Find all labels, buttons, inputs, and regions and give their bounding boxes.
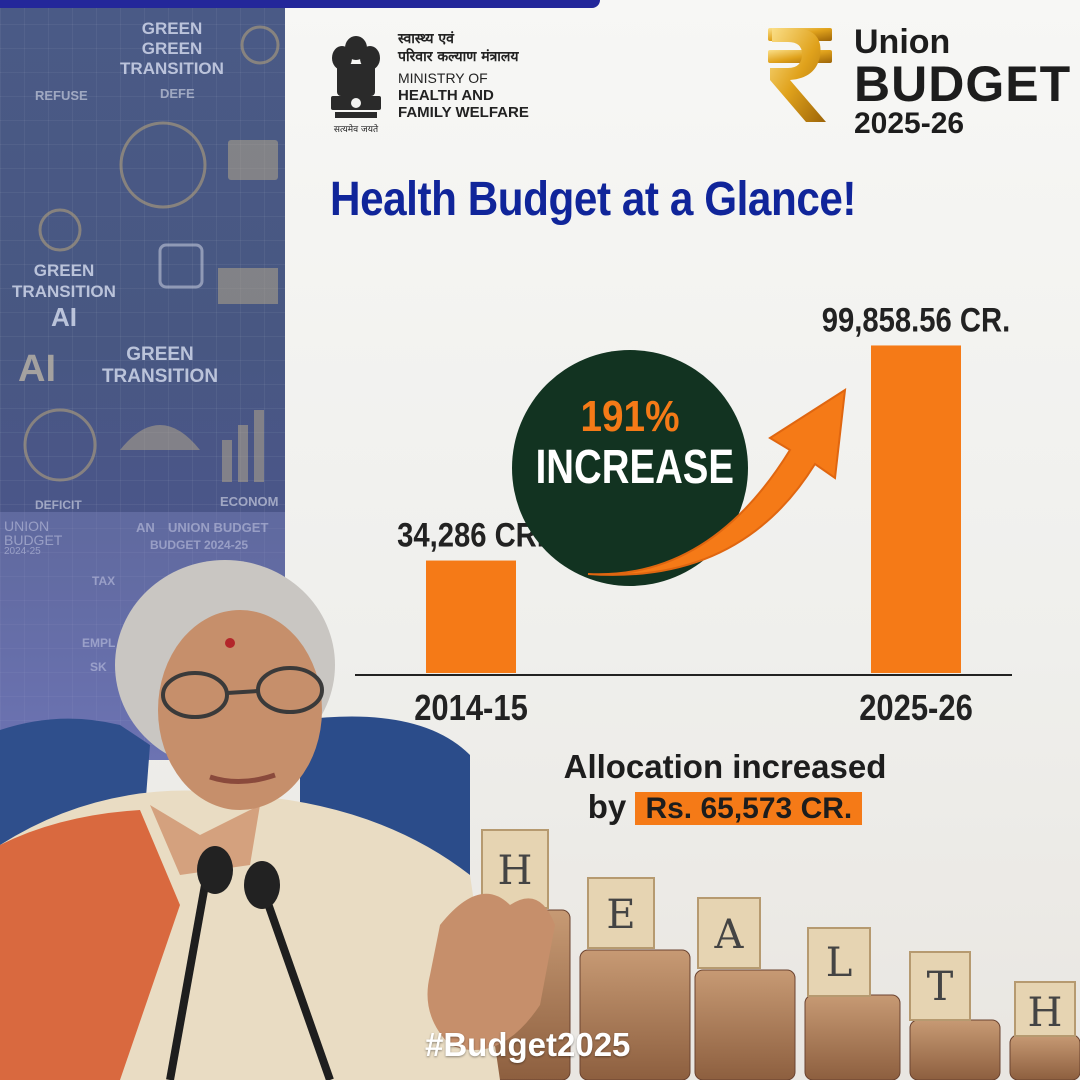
growth-arrow-icon bbox=[587, 388, 847, 576]
wood-block bbox=[1014, 981, 1076, 1037]
bar-2025-26 bbox=[871, 345, 961, 673]
ministry-en-line3: FAMILY WELFARE bbox=[398, 104, 529, 121]
emblem-motto: सत्यमेव जयते bbox=[334, 123, 379, 135]
budget-logo-line3: 2025-26 bbox=[854, 107, 965, 140]
budget-logo-line2: BUDGET bbox=[854, 56, 1072, 112]
block-letter: H bbox=[498, 848, 533, 894]
microphone-stand bbox=[166, 884, 209, 1080]
ministry-name: स्वास्थ्य एवं परिवार कल्याण मंत्रालय MIN… bbox=[398, 30, 529, 121]
collage-text: GREEN bbox=[141, 19, 203, 38]
collage-text: UNION bbox=[4, 518, 50, 534]
microphone-icon bbox=[244, 861, 280, 909]
collage-text: SK bbox=[90, 660, 107, 674]
collage-pie-icon bbox=[23, 408, 97, 482]
page-title: Health Budget at a Glance! bbox=[330, 173, 857, 226]
block-letter: T bbox=[927, 964, 954, 1010]
national-emblem-icon: सत्यमेव जयते bbox=[331, 36, 381, 135]
saree-border bbox=[0, 810, 180, 1080]
neck bbox=[150, 805, 260, 875]
increase-percent: 191% bbox=[580, 392, 680, 441]
collage-text: GREEN bbox=[33, 261, 95, 280]
wood-block bbox=[697, 897, 761, 969]
collage-flower-icon bbox=[240, 25, 280, 65]
collage-barchart-icon bbox=[222, 440, 232, 482]
top-accent-bar bbox=[0, 0, 600, 8]
collage-barchart-icon bbox=[254, 410, 264, 482]
allocation-line1: Allocation increased bbox=[563, 748, 887, 785]
increase-label: INCREASE bbox=[535, 441, 735, 494]
wood-block bbox=[587, 877, 655, 949]
bar-2014-15 bbox=[426, 560, 516, 673]
collage-text: AI bbox=[51, 302, 77, 332]
wood-block bbox=[909, 951, 971, 1021]
value-label: 99,858.56 CR. bbox=[822, 300, 1010, 339]
hashtag: #Budget2025 bbox=[425, 1026, 631, 1063]
budget-logo-line1: Union bbox=[854, 23, 951, 61]
collage-text: GREEN bbox=[141, 39, 203, 58]
collage-laptop-icon bbox=[228, 140, 278, 180]
value-label: 34,286 CR. bbox=[397, 515, 545, 554]
collage-text: AN bbox=[136, 520, 155, 535]
allocation-prefix: by bbox=[587, 788, 627, 825]
collage-flower-icon bbox=[38, 208, 82, 252]
block-letter: A bbox=[714, 912, 745, 958]
collage-barchart-icon bbox=[238, 425, 248, 482]
budget-collage-background: GREEN GREEN TRANSITION REFUSE DEFE GREEN… bbox=[0, 0, 285, 760]
collage-text: AI bbox=[18, 348, 56, 390]
collage-text: 2024-25 bbox=[4, 546, 41, 557]
rupee-logo-icon bbox=[768, 28, 832, 122]
mouth bbox=[209, 772, 276, 785]
collage-text: TAX bbox=[92, 574, 116, 588]
ministry-en-line2: HEALTH AND bbox=[398, 87, 494, 104]
block-letter: E bbox=[606, 892, 635, 938]
block-letter: H bbox=[1028, 990, 1063, 1036]
microphone-stand bbox=[261, 893, 334, 1080]
collage-text: TRANSITION bbox=[120, 59, 224, 78]
ministry-en-line1: MINISTRY OF bbox=[398, 70, 488, 86]
ministry-hindi-line2: परिवार कल्याण मंत्रालय bbox=[398, 49, 519, 65]
collage-flag-icon bbox=[218, 268, 278, 304]
union-budget-logo: Union BUDGET 2025-26 bbox=[854, 24, 1071, 140]
collage-text: TRANSITION bbox=[12, 282, 116, 301]
collage-ai-chip-icon bbox=[158, 243, 204, 289]
collage-text: EMPL bbox=[82, 636, 116, 650]
ministry-hindi-line1: स्वास्थ्य एवं bbox=[398, 31, 454, 47]
finance-minister-photo bbox=[0, 560, 555, 1080]
collage-text: GREEN bbox=[126, 344, 194, 365]
block-letter: L bbox=[826, 940, 853, 986]
collage-flower-icon bbox=[119, 121, 207, 209]
category-label: 2025-26 bbox=[859, 689, 973, 729]
collage-text: UNION BUDGET bbox=[168, 520, 269, 535]
collage-text: BUDGET bbox=[4, 532, 63, 548]
allocation-amount: Rs. 65,573 CR. bbox=[635, 792, 863, 825]
microphone-icon bbox=[197, 846, 233, 894]
allocation-line2: by Rs. 65,573 CR. bbox=[520, 788, 930, 826]
collage-text: BUDGET 2024-25 bbox=[150, 538, 249, 552]
collage-text: TRANSITION bbox=[101, 366, 219, 387]
raised-hand bbox=[427, 893, 555, 1050]
face bbox=[158, 610, 322, 810]
collage-umbrella-icon bbox=[120, 425, 200, 450]
collage-text: ECONOM bbox=[220, 494, 279, 509]
collage-text: DEFE bbox=[160, 86, 195, 101]
wood-block bbox=[807, 927, 871, 997]
collage-text: DEFICIT bbox=[35, 498, 82, 512]
collage-text: REFUSE bbox=[35, 88, 88, 103]
category-label: 2014-15 bbox=[414, 689, 528, 729]
bindi bbox=[225, 638, 235, 648]
